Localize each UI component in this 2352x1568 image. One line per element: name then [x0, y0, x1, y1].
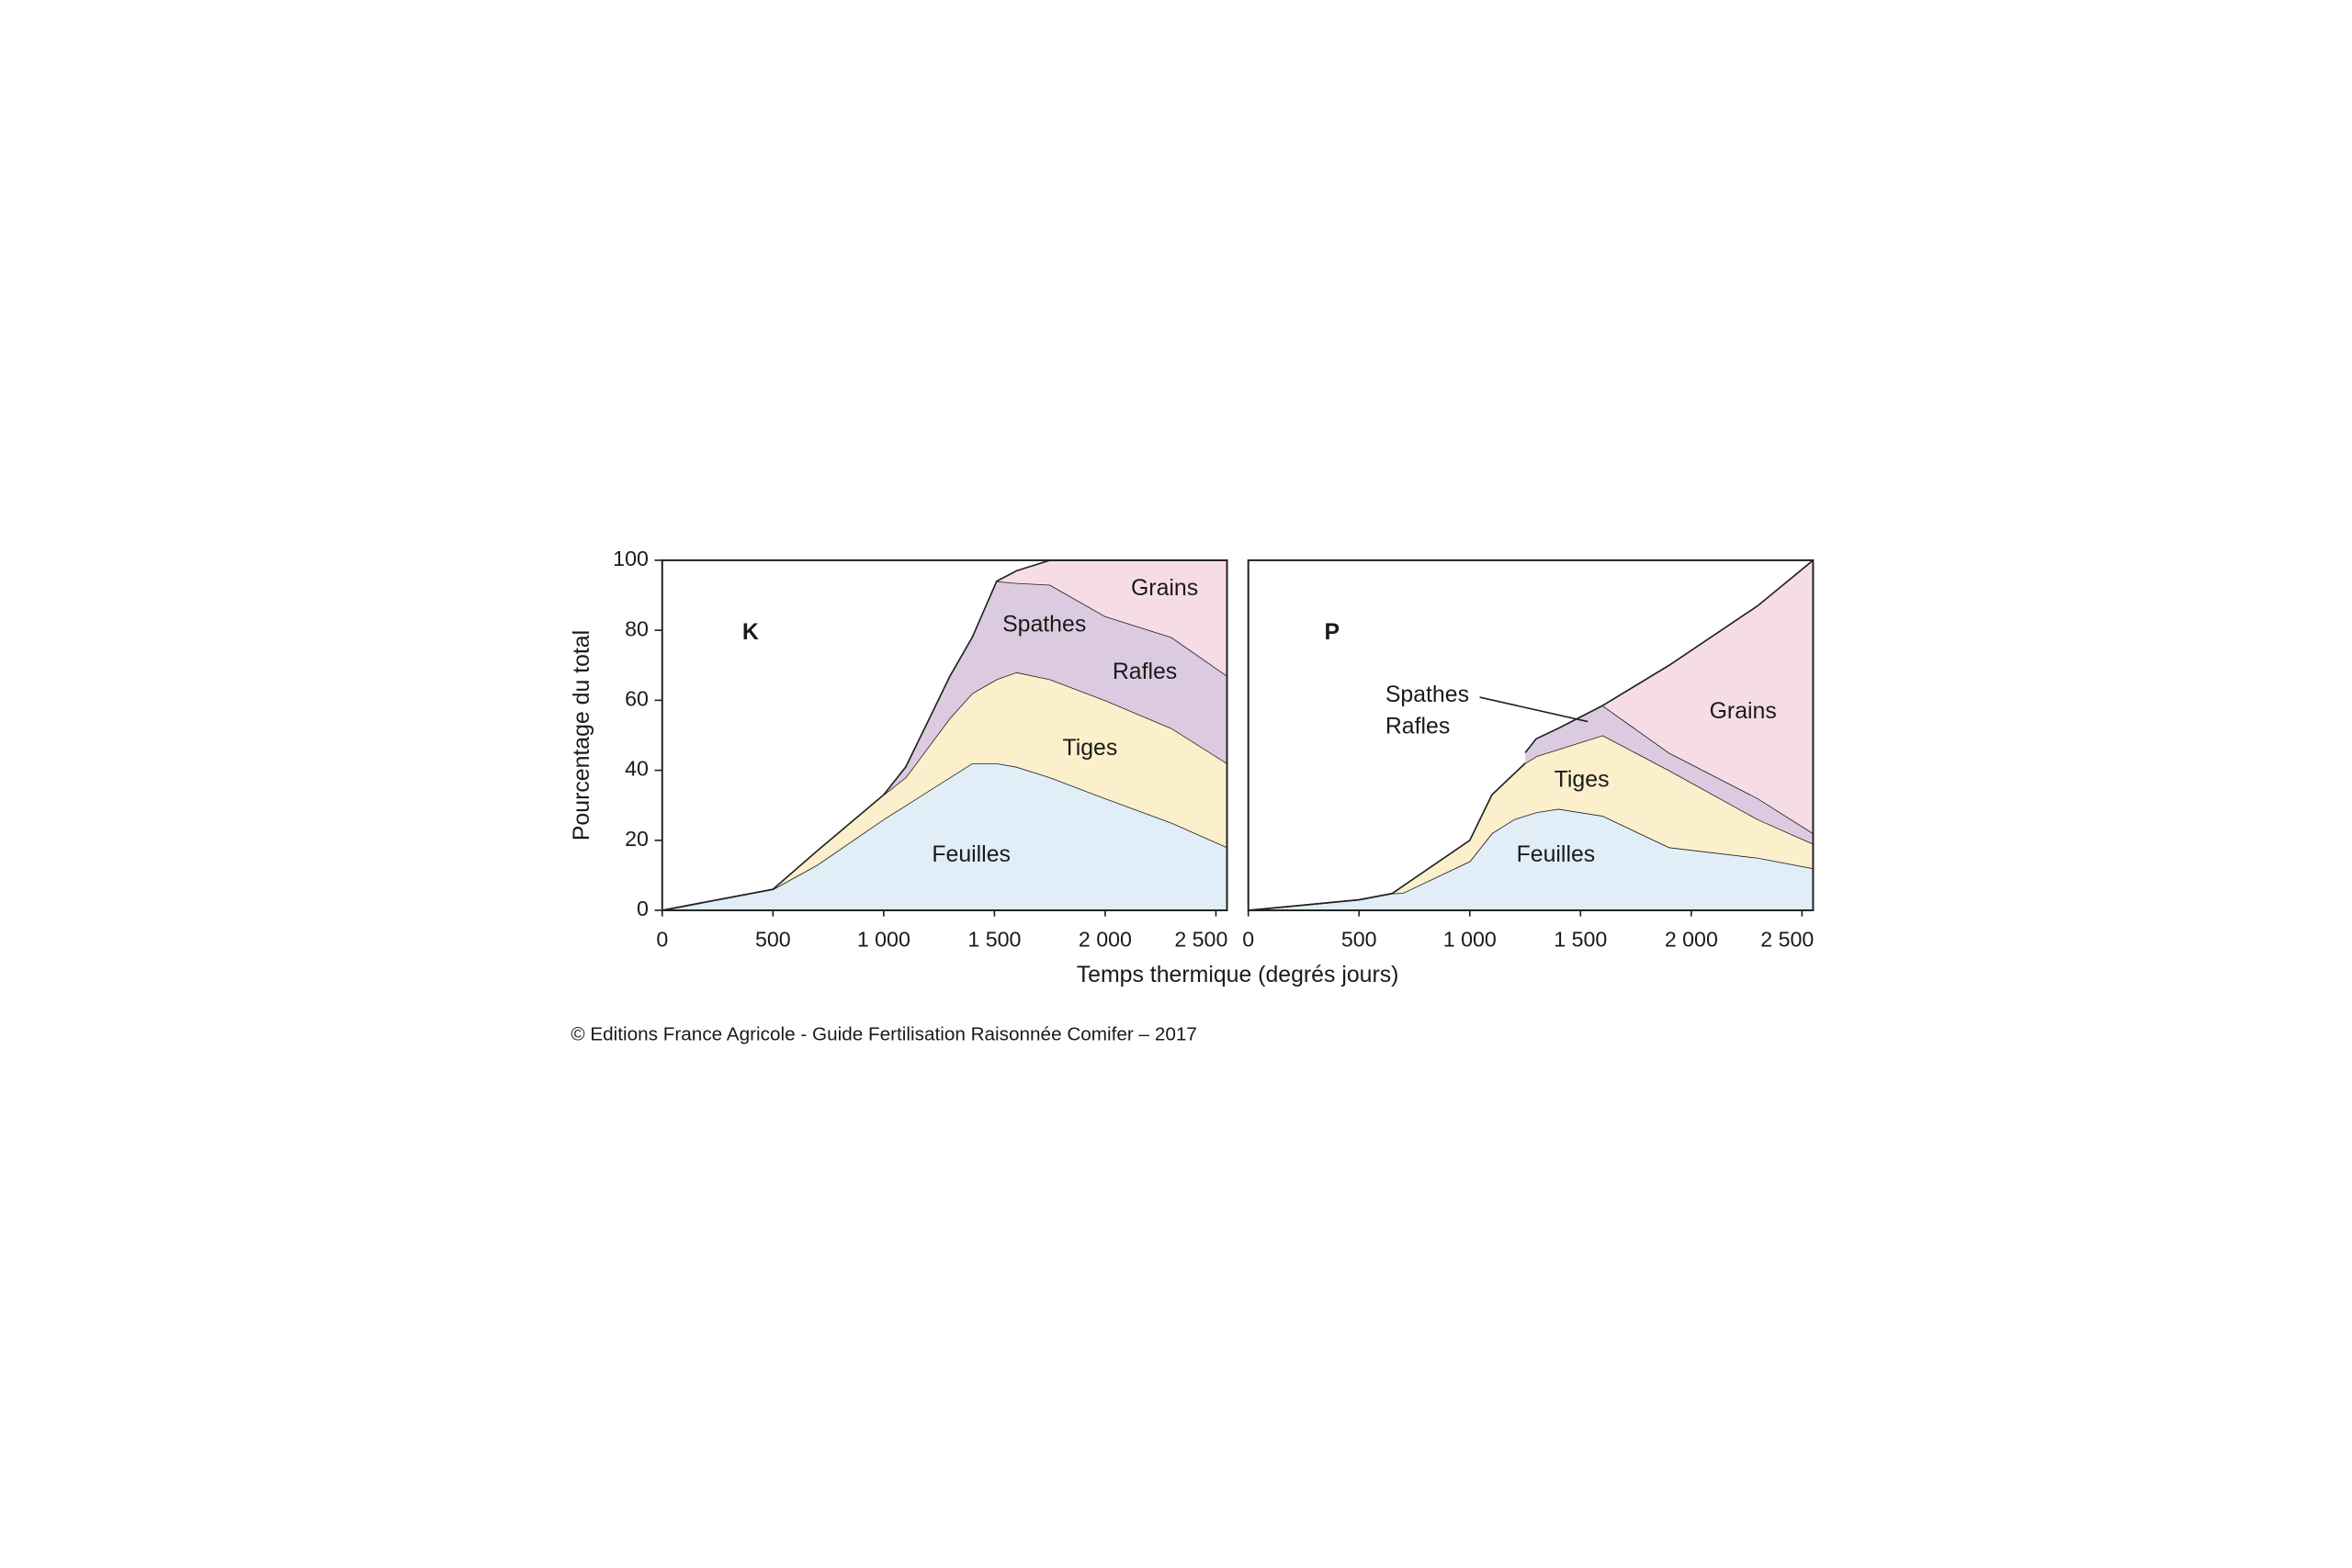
x-tick-label: 2 500	[1174, 927, 1227, 951]
leader-line	[1479, 696, 1589, 723]
x-tick-label: 0	[656, 927, 668, 951]
area	[996, 559, 1227, 676]
x-tick-label: 500	[1341, 927, 1377, 951]
series-label: Feuilles	[932, 842, 1011, 867]
y-tick-label: 80	[625, 616, 649, 640]
series-label: Feuilles	[1517, 842, 1596, 867]
x-tick-label: 1 500	[967, 927, 1021, 951]
area	[662, 762, 1227, 911]
plot-frame	[661, 558, 1228, 912]
source: © Editions France Agricole - Guide Ferti…	[571, 1023, 1197, 1044]
series-label: Spathes	[1385, 682, 1469, 707]
x-tick-label: 0	[1242, 927, 1254, 951]
chart-panel: Feuilles Tiges Spathes Grains P Rafles 0 500 1 0…	[1242, 558, 1815, 951]
area	[1248, 808, 1814, 911]
y-tick-label: 60	[625, 686, 649, 710]
series-label: Grains	[1710, 699, 1777, 724]
series-label: Grains	[1131, 576, 1198, 601]
x-axis-label: Temps thermique (degrés jours)	[1077, 963, 1399, 987]
area	[883, 581, 1227, 795]
y-tick-label: 40	[625, 757, 649, 781]
plot-frame	[1247, 558, 1815, 912]
panel-title: K	[742, 620, 759, 645]
y-axis-label: Pourcentage du total	[570, 630, 594, 840]
series-label: Tiges	[1062, 736, 1117, 761]
chart-panel: Feuilles Tiges Spathes Grains K Rafles 0 500 1 0…	[570, 547, 1398, 987]
area-edge	[883, 580, 1227, 795]
annotation: Rafles	[1385, 715, 1450, 739]
area	[1248, 735, 1814, 911]
area	[1602, 559, 1814, 834]
x-tick-label: 1 000	[857, 927, 910, 951]
panel-title: P	[1325, 620, 1340, 645]
annotation: Rafles	[1113, 660, 1177, 684]
area-edge	[1248, 734, 1814, 911]
y-tick-label: 0	[637, 897, 649, 920]
x-tick-label: 2 000	[1079, 927, 1132, 951]
y-tick-label: 100	[613, 547, 649, 570]
x-tick-label: 2 500	[1760, 927, 1814, 951]
area	[1525, 705, 1814, 844]
series-label: Tiges	[1555, 768, 1610, 793]
area	[662, 671, 1227, 911]
x-tick-label: 2 000	[1665, 927, 1718, 951]
x-tick-label: 500	[755, 927, 791, 951]
area-edge	[1601, 559, 1814, 706]
x-tick-label: 1 500	[1554, 927, 1607, 951]
y-tick-label: 20	[625, 827, 649, 851]
x-tick-label: 1 000	[1443, 927, 1497, 951]
series-label: Spathes	[1002, 613, 1086, 637]
